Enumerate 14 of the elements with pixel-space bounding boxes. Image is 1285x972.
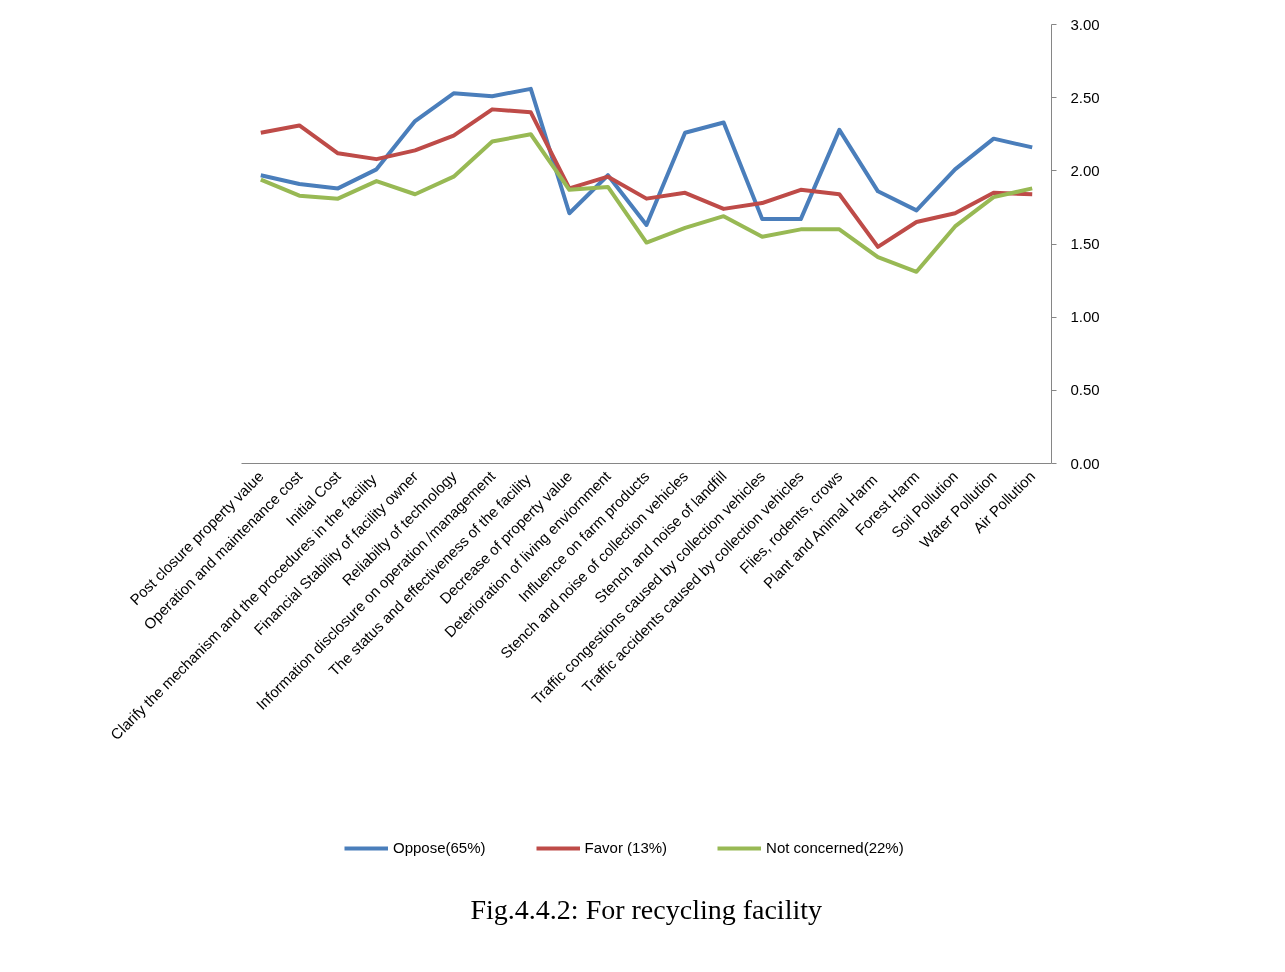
line-series	[258, 86, 1035, 227]
line-series	[258, 132, 1035, 274]
legend-label: Favor (13%)	[584, 839, 668, 856]
y-tick-label: 0.50	[1070, 381, 1100, 399]
y-tick-label: 0.00	[1070, 454, 1100, 472]
y-tick-label: 2.50	[1070, 88, 1100, 106]
y-tick-label: 1.00	[1070, 308, 1100, 326]
y-tick-label: 2.00	[1070, 161, 1100, 179]
y-tick-label: 1.50	[1070, 235, 1100, 252]
legend-label: Not concerned(22%)	[766, 839, 904, 856]
legend-label: Oppose(65%)	[393, 839, 486, 856]
text: Fig.4.4.2: For recycling facility	[470, 893, 822, 925]
line-series	[258, 107, 1035, 249]
y-tick-label: 3.00	[1070, 15, 1100, 33]
